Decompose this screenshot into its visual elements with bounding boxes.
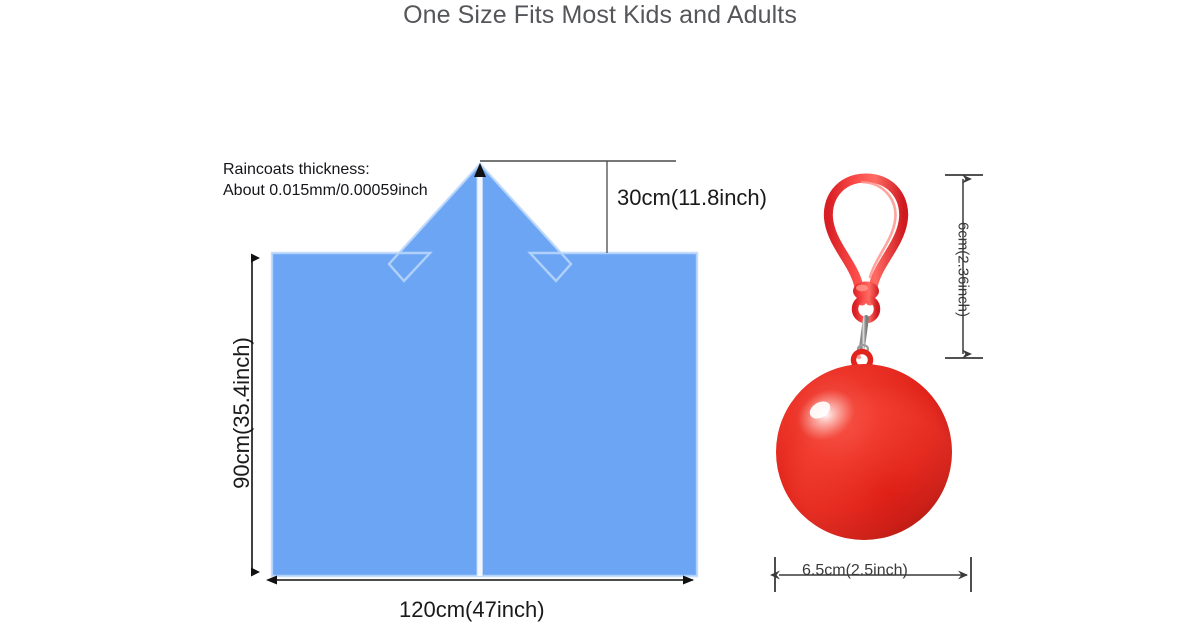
hood-height-dimension (474, 160, 676, 253)
keychain-ball-illustration (776, 348, 952, 540)
ball-highlight (797, 389, 855, 441)
thickness-note-line2: About 0.015mm/0.00059inch (223, 182, 428, 199)
page-title: One Size Fits Most Kids and Adults (403, 1, 797, 29)
poncho-center-split (476, 170, 483, 576)
hood-apex-arrowhead (474, 163, 486, 177)
poncho-illustration (270, 162, 699, 578)
poncho-shape (272, 164, 697, 576)
poncho-width-label: 120cm(47inch) (399, 597, 545, 622)
ball-top-loop-sheen (856, 354, 862, 360)
clip-collar-sheen (856, 284, 868, 292)
keychain-clip-illustration (823, 173, 909, 355)
thickness-note-line1: Raincoats thickness: (223, 161, 370, 178)
ball-rim-light (776, 364, 952, 540)
metal-link (859, 315, 869, 350)
hood-height-label: 30cm(11.8inch) (617, 185, 767, 210)
ball-highlight-core (809, 401, 831, 419)
ball-diameter-dimension (770, 557, 972, 592)
clip-height-dimension (945, 174, 983, 359)
clip-loop-sheen (860, 180, 897, 279)
